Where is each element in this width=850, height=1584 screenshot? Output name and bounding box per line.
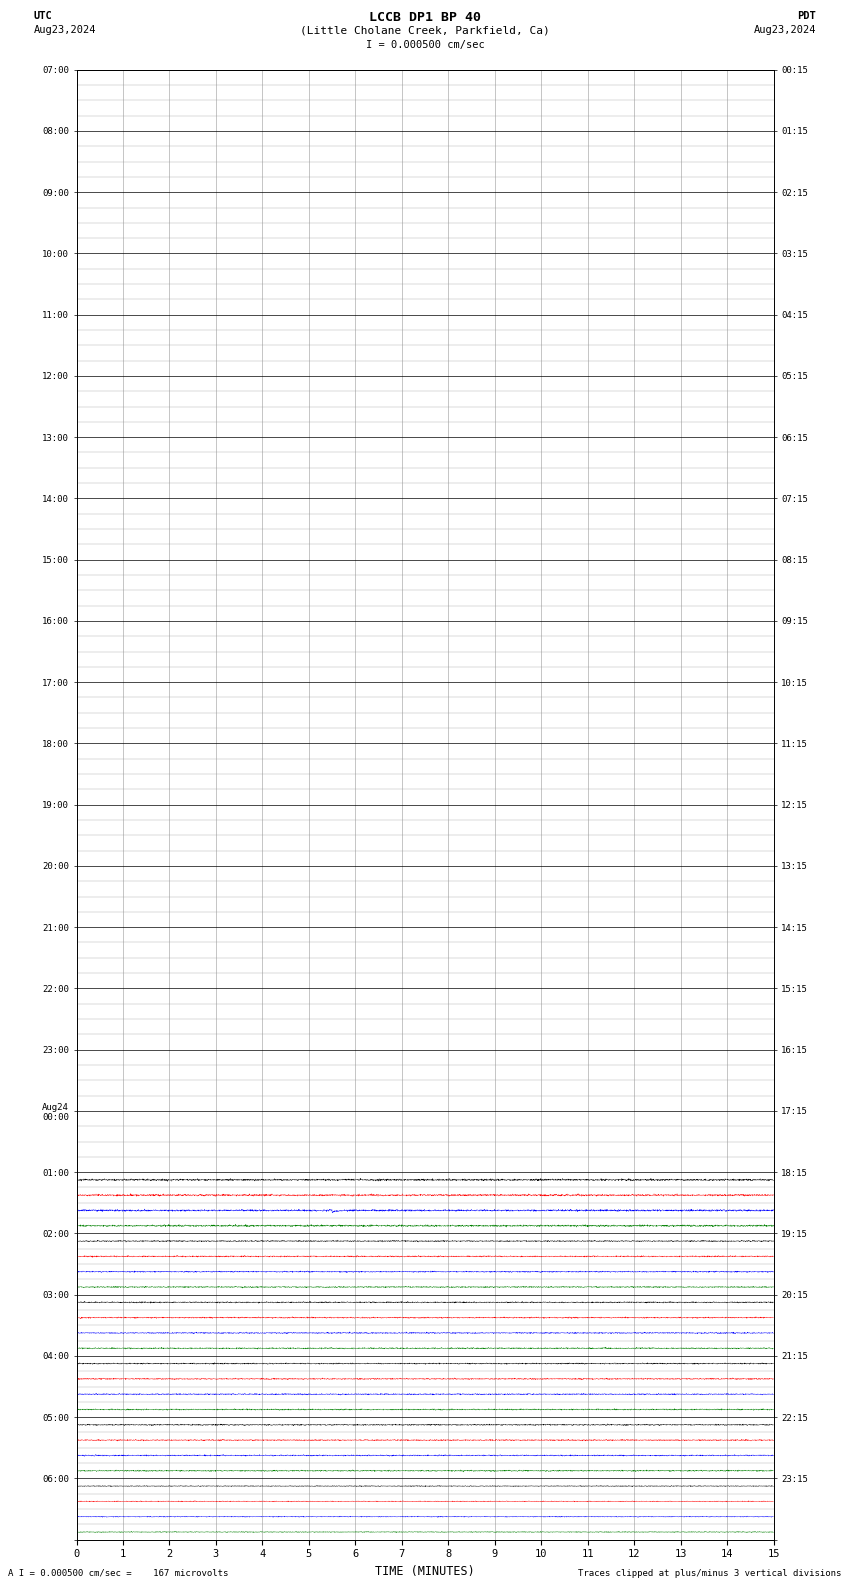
- Text: Traces clipped at plus/minus 3 vertical divisions: Traces clipped at plus/minus 3 vertical …: [578, 1568, 842, 1578]
- X-axis label: TIME (MINUTES): TIME (MINUTES): [375, 1565, 475, 1578]
- Text: PDT: PDT: [797, 11, 816, 21]
- Text: (Little Cholane Creek, Parkfield, Ca): (Little Cholane Creek, Parkfield, Ca): [300, 25, 550, 35]
- Text: Aug23,2024: Aug23,2024: [753, 25, 816, 35]
- Text: A I = 0.000500 cm/sec =    167 microvolts: A I = 0.000500 cm/sec = 167 microvolts: [8, 1568, 229, 1578]
- Text: UTC: UTC: [34, 11, 53, 21]
- Text: I = 0.000500 cm/sec: I = 0.000500 cm/sec: [366, 40, 484, 49]
- Text: Aug23,2024: Aug23,2024: [34, 25, 97, 35]
- Text: LCCB DP1 BP 40: LCCB DP1 BP 40: [369, 11, 481, 24]
